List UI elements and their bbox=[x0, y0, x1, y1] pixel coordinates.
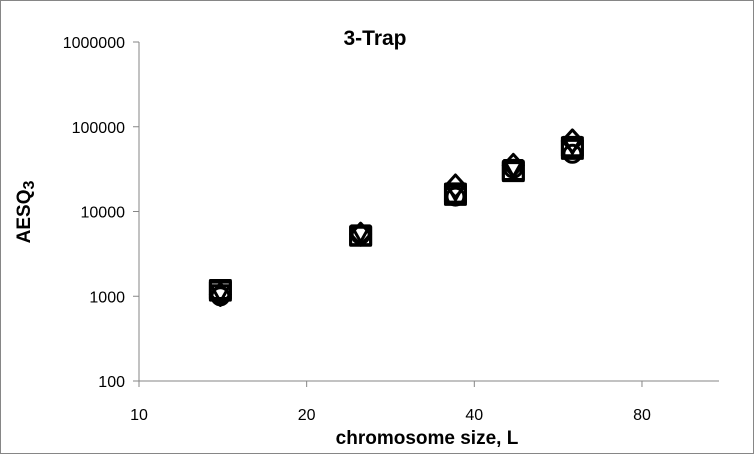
y-tick-label: 1000000 bbox=[63, 35, 125, 52]
data-point-square bbox=[349, 225, 373, 247]
y-tick-label: 1000 bbox=[89, 289, 125, 306]
chart-title: 3-Trap bbox=[343, 27, 406, 50]
data-point-square bbox=[560, 138, 584, 160]
y-tick-label: 10000 bbox=[81, 205, 126, 222]
y-tick-label: 100000 bbox=[72, 120, 125, 137]
data-points bbox=[208, 128, 584, 307]
x-tick-label: 10 bbox=[130, 407, 148, 424]
axes: 100 1000 10000 100000 1000000 10 20 40 80 bbox=[63, 35, 719, 424]
data-point-square bbox=[443, 182, 467, 204]
x-axis-title: chromosome size, L bbox=[336, 428, 519, 449]
x-tick-label: 20 bbox=[298, 407, 316, 424]
y-axis-title: AESQ3 bbox=[14, 181, 38, 244]
data-point-square bbox=[208, 279, 232, 301]
y-tick-label: 100 bbox=[98, 374, 125, 391]
data-point-triangle bbox=[209, 284, 231, 304]
x-tick-label: 80 bbox=[633, 407, 651, 424]
data-point-triangle bbox=[561, 135, 583, 155]
y-axis-title-subscript: 3 bbox=[21, 181, 38, 190]
y-axis-title-main: AESQ bbox=[14, 190, 35, 244]
data-point-square bbox=[501, 159, 525, 181]
x-tick-label: 40 bbox=[465, 407, 483, 424]
